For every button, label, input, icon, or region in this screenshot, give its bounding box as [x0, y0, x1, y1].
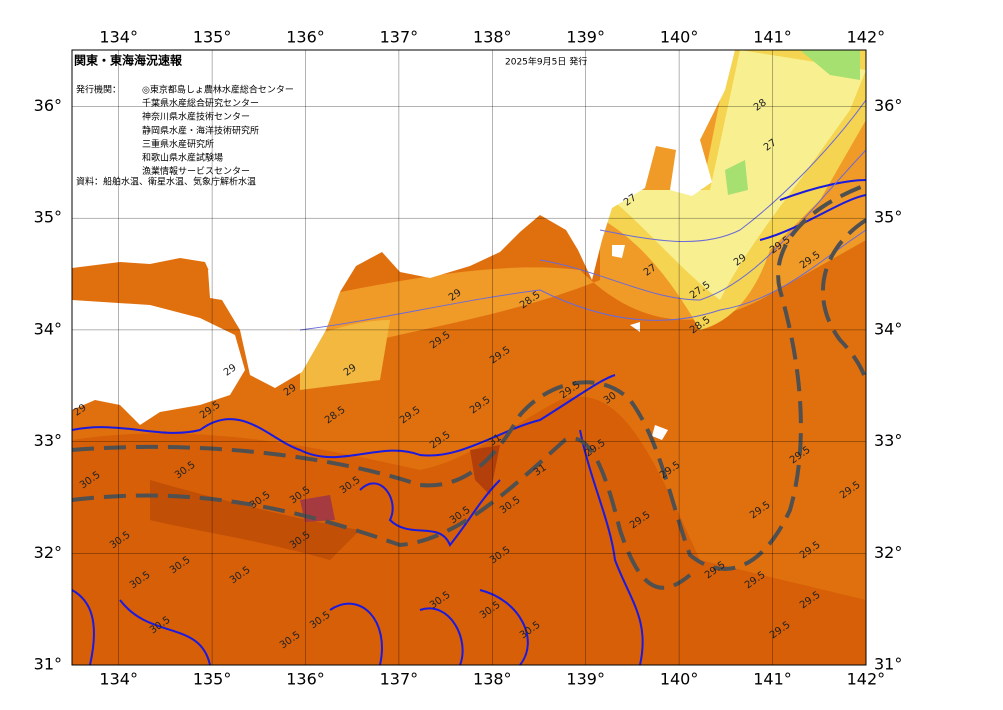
lon-label: 139°: [566, 28, 605, 47]
lon-label: 139°: [566, 670, 605, 689]
lat-label: 34°: [874, 319, 902, 338]
issuer: 三重県水産研究所: [142, 138, 214, 150]
lon-label: 135°: [193, 28, 232, 47]
issuer: ◎東京都島しょ農林水産総合センター: [142, 84, 294, 96]
contour-line: [359, 479, 501, 547]
lon-label: 142°: [847, 28, 886, 47]
issuer-label: 発行機関：: [76, 84, 121, 96]
data-source: 資料：船舶水温、衛星水温、気象庁解析水温: [76, 176, 256, 188]
lon-label: 134°: [99, 670, 138, 689]
contour-line: [72, 589, 529, 665]
issuer: 静岡県水産・海洋技術研究所: [142, 124, 259, 136]
thin-contours: [299, 99, 866, 331]
land-honshu: [72, 50, 735, 388]
contour-line: [579, 429, 644, 665]
land-awaji: [208, 270, 225, 300]
blue-contours: [72, 179, 866, 665]
lat-label: 36°: [874, 96, 902, 115]
land-shikoku: [72, 300, 245, 425]
lon-label: 140°: [660, 28, 699, 47]
lon-label: 138°: [473, 28, 512, 47]
lat-label: 33°: [34, 431, 62, 450]
map-title: 関東・東海海況速報: [74, 53, 183, 68]
issue-date: 2025年9月5日 発行: [505, 56, 587, 68]
lon-label: 138°: [473, 670, 512, 689]
sea-warmer: [72, 396, 866, 665]
kuroshio-path: [72, 183, 866, 590]
lon-label: 136°: [286, 670, 325, 689]
contour-line: [72, 374, 616, 459]
lat-label: 35°: [34, 208, 62, 227]
map-area: [72, 50, 866, 665]
lat-label: 31°: [34, 655, 62, 674]
lon-label: 136°: [286, 28, 325, 47]
lon-label: 134°: [99, 28, 138, 47]
issuer: 千葉県水産総合研究センター: [142, 97, 259, 109]
lon-label: 142°: [847, 670, 886, 689]
lon-label: 135°: [193, 670, 232, 689]
lat-label: 35°: [874, 208, 902, 227]
map-frame: [71, 49, 867, 666]
issuer: 和歌山県水産試験場: [142, 152, 223, 164]
issuer: 神奈川県水産技術センター: [142, 111, 250, 123]
lon-label: 137°: [380, 670, 419, 689]
lat-label: 36°: [34, 96, 62, 115]
lon-label: 141°: [753, 670, 792, 689]
issuer: 漁業情報サービスセンター: [142, 165, 250, 177]
lat-label: 33°: [874, 431, 902, 450]
lat-label: 32°: [34, 543, 62, 562]
sea-coldest: [725, 50, 860, 195]
lon-label: 141°: [753, 28, 792, 47]
lat-label: 34°: [34, 319, 62, 338]
lat-label: 32°: [874, 543, 902, 562]
lon-label: 137°: [380, 28, 419, 47]
sea-cool: [300, 320, 390, 390]
lat-label: 31°: [874, 655, 902, 674]
lon-label: 140°: [660, 670, 699, 689]
